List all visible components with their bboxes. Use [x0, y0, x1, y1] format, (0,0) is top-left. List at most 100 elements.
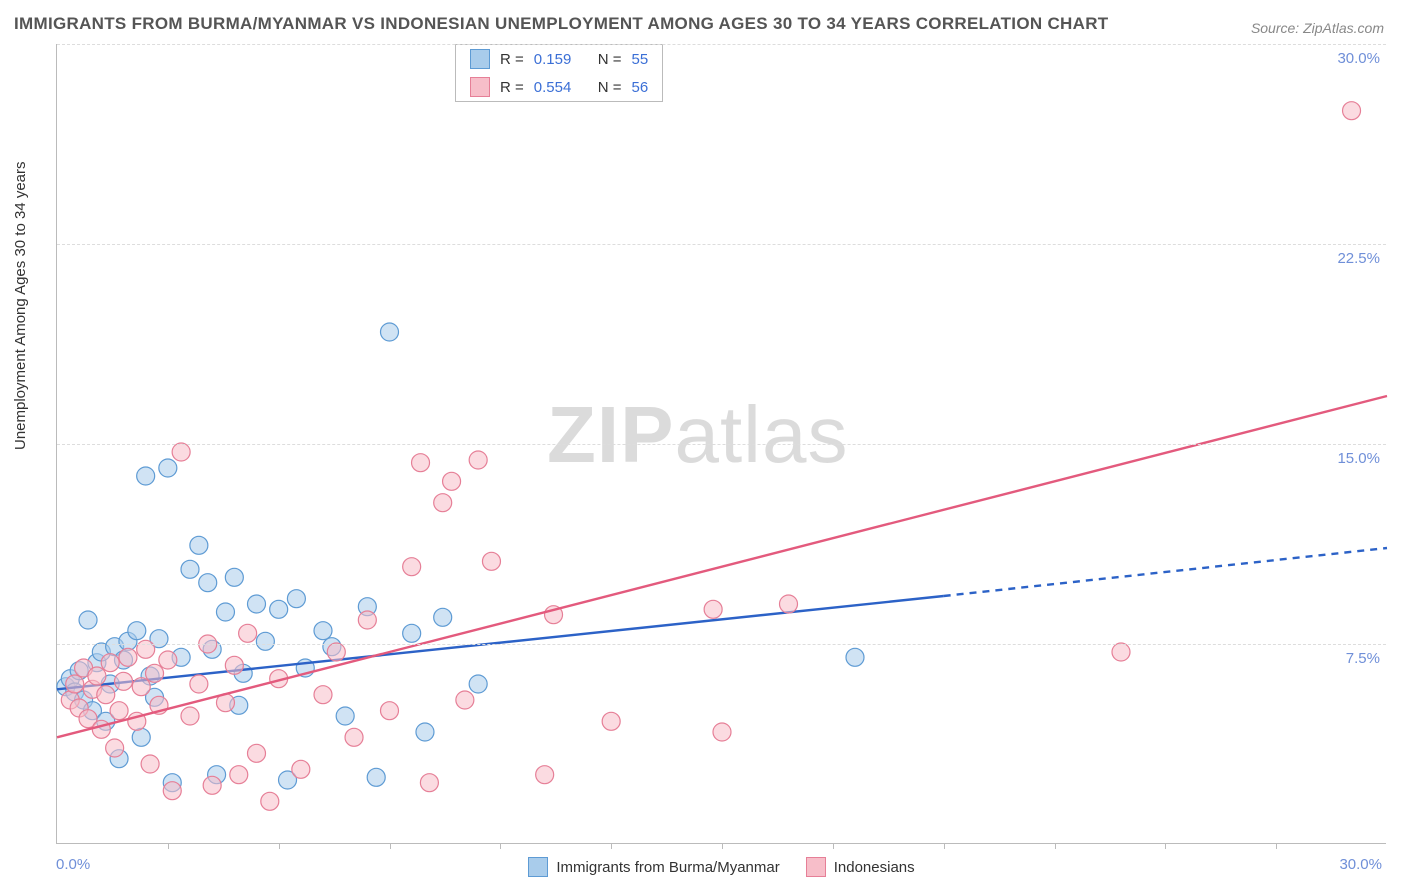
data-point — [420, 774, 438, 792]
data-point — [456, 691, 474, 709]
data-point — [248, 744, 266, 762]
data-point — [412, 454, 430, 472]
data-point — [482, 552, 500, 570]
source-value: ZipAtlas.com — [1303, 20, 1384, 36]
data-point — [159, 459, 177, 477]
data-point — [345, 728, 363, 746]
x-tick — [944, 843, 945, 849]
data-point — [256, 632, 274, 650]
trend-line — [57, 596, 944, 689]
data-point — [358, 611, 376, 629]
data-point — [181, 560, 199, 578]
legend-item: Immigrants from Burma/Myanmar — [528, 857, 779, 877]
data-point — [110, 702, 128, 720]
data-point — [434, 494, 452, 512]
legend-stats: R = 0.159 N = 55 R = 0.554 N = 56 — [455, 44, 663, 102]
data-point — [106, 739, 124, 757]
data-point — [713, 723, 731, 741]
r-value: 0.159 — [534, 51, 588, 68]
x-tick — [168, 843, 169, 849]
data-point — [314, 622, 332, 640]
y-tick-label: 7.5% — [1346, 650, 1380, 667]
n-value: 56 — [632, 79, 649, 96]
data-point — [128, 622, 146, 640]
source-attribution: Source: ZipAtlas.com — [1251, 20, 1384, 36]
data-point — [416, 723, 434, 741]
data-point — [381, 702, 399, 720]
legend-label: Indonesians — [834, 859, 915, 876]
data-point — [1343, 102, 1361, 120]
r-label: R = — [500, 51, 524, 68]
x-tick — [611, 843, 612, 849]
x-tick — [1276, 843, 1277, 849]
x-axis-min-label: 0.0% — [56, 856, 90, 873]
data-point — [119, 648, 137, 666]
x-tick — [390, 843, 391, 849]
data-point — [443, 472, 461, 490]
trend-line-dashed — [944, 548, 1387, 596]
x-tick — [500, 843, 501, 849]
gridline — [57, 244, 1386, 245]
data-point — [115, 672, 133, 690]
data-point — [270, 600, 288, 618]
data-point — [469, 675, 487, 693]
data-point — [66, 675, 84, 693]
data-point — [172, 443, 190, 461]
data-point — [704, 600, 722, 618]
legend-swatch — [470, 77, 490, 97]
trend-line — [57, 396, 1387, 737]
n-label: N = — [598, 51, 622, 68]
data-point — [225, 568, 243, 586]
data-point — [190, 536, 208, 554]
plot-area: ZIPatlas R =0.159N =55R =0.554N =56 Immi… — [56, 44, 1386, 844]
y-axis-label: Unemployment Among Ages 30 to 34 years — [12, 161, 29, 450]
legend-stat-row: R = 0.159 N = 55 — [456, 45, 662, 73]
x-tick — [833, 843, 834, 849]
n-label: N = — [598, 79, 622, 96]
source-label: Source: — [1251, 20, 1299, 36]
r-label: R = — [500, 79, 524, 96]
x-tick — [722, 843, 723, 849]
data-point — [239, 624, 257, 642]
data-point — [88, 667, 106, 685]
legend-swatch — [470, 49, 490, 69]
x-tick — [1165, 843, 1166, 849]
x-axis-max-label: 30.0% — [1339, 856, 1382, 873]
data-point — [780, 595, 798, 613]
legend-swatch — [528, 857, 548, 877]
data-point — [199, 574, 217, 592]
data-point — [469, 451, 487, 469]
legend-series: Immigrants from Burma/Myanmar Indonesians — [57, 857, 1386, 877]
data-point — [403, 558, 421, 576]
data-point — [203, 776, 221, 794]
data-point — [101, 654, 119, 672]
data-point — [79, 611, 97, 629]
data-point — [292, 760, 310, 778]
gridline — [57, 444, 1386, 445]
data-point — [261, 792, 279, 810]
data-point — [536, 766, 554, 784]
x-tick — [279, 843, 280, 849]
chart-title: IMMIGRANTS FROM BURMA/MYANMAR VS INDONES… — [14, 14, 1108, 34]
data-point — [434, 608, 452, 626]
data-point — [92, 720, 110, 738]
gridline — [57, 644, 1386, 645]
data-point — [367, 768, 385, 786]
y-tick-label: 15.0% — [1337, 450, 1380, 467]
data-point — [216, 603, 234, 621]
data-point — [181, 707, 199, 725]
data-point — [230, 766, 248, 784]
data-point — [137, 467, 155, 485]
data-point — [132, 728, 150, 746]
data-point — [141, 755, 159, 773]
data-point — [287, 590, 305, 608]
data-point — [225, 656, 243, 674]
r-value: 0.554 — [534, 79, 588, 96]
data-point — [314, 686, 332, 704]
n-value: 55 — [632, 51, 649, 68]
data-point — [1112, 643, 1130, 661]
y-tick-label: 22.5% — [1337, 250, 1380, 267]
data-point — [248, 595, 266, 613]
legend-label: Immigrants from Burma/Myanmar — [556, 859, 779, 876]
data-point — [336, 707, 354, 725]
